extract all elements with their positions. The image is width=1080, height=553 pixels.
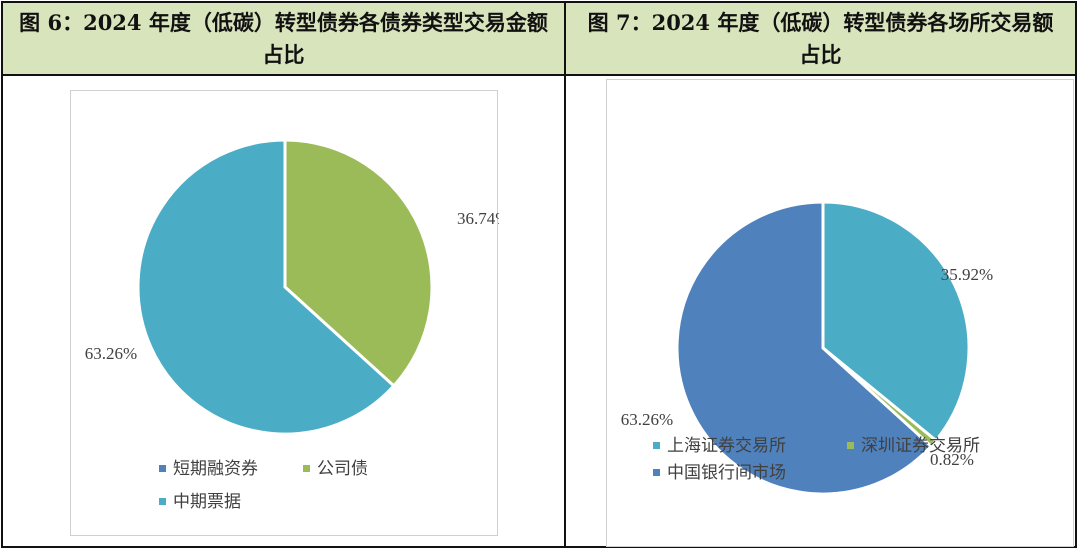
pie-slice-2 bbox=[283, 138, 434, 388]
legend-swatch-2 bbox=[847, 442, 854, 449]
pie-slice-3 bbox=[675, 200, 934, 496]
legend-swatch-3 bbox=[653, 469, 660, 476]
pie-slice-1 bbox=[821, 200, 971, 443]
figure7-title: 图 7：2024 年度（低碳）转型债券各场所交易额占比 bbox=[566, 3, 1075, 76]
legend-swatch-2 bbox=[303, 465, 310, 472]
data-label-2: 0.82% bbox=[930, 450, 974, 469]
legend-label-1: 上海证券交易所 bbox=[667, 436, 786, 456]
legend-swatch-3 bbox=[159, 498, 166, 505]
legend-label-1: 短期融资券 bbox=[173, 459, 258, 479]
legend-label-3: 中国银行间市场 bbox=[667, 463, 786, 483]
legend-label-2: 公司债 bbox=[317, 459, 368, 479]
data-label-1: 35.92% bbox=[941, 265, 993, 284]
legend-swatch-1 bbox=[653, 442, 660, 449]
figure6-title: 图 6：2024 年度（低碳）转型债券各债券类型交易金额占比 bbox=[3, 3, 566, 76]
data-label-2: 36.74% bbox=[457, 209, 499, 228]
figure7-panel: 35.92% 0.82% 63.26% 上海证券交易所 深圳证券交易所中国银行间市场 bbox=[566, 76, 1075, 547]
data-label-3: 63.26% bbox=[621, 410, 673, 429]
pie-slice-3 bbox=[136, 138, 396, 436]
legend-swatch-1 bbox=[159, 465, 166, 472]
figure7-chart-area: 35.92% 0.82% 63.26% 上海证券交易所 深圳证券交易所中国银行间市场 bbox=[606, 79, 1074, 547]
legend-label-2: 深圳证券交易所 bbox=[861, 436, 980, 456]
data-label-3: 63.26% bbox=[85, 344, 137, 363]
legend-label-3: 中期票据 bbox=[173, 492, 241, 512]
